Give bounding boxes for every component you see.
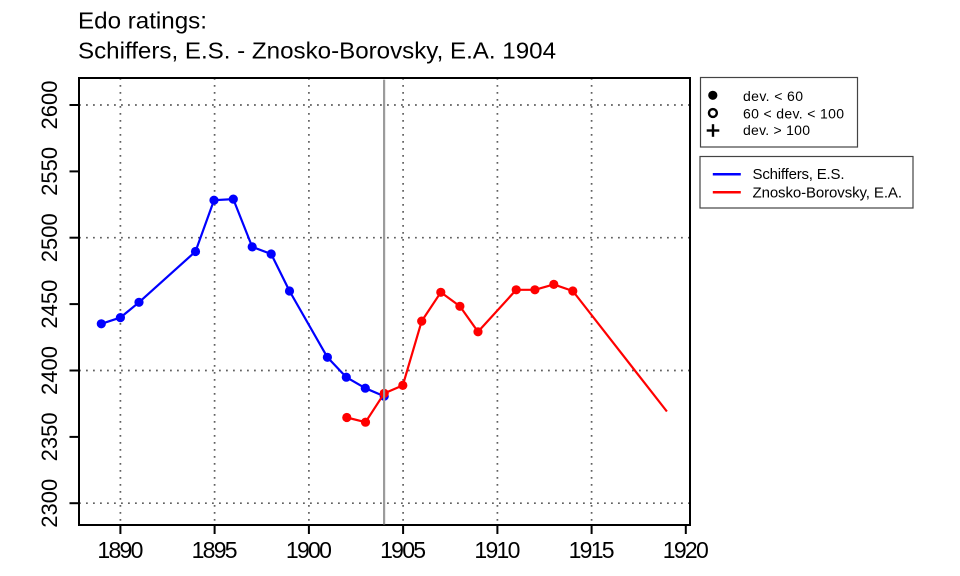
svg-text:2450: 2450	[37, 280, 62, 329]
svg-text:1910: 1910	[474, 537, 520, 563]
svg-text:Schiffers, E.S.: Schiffers, E.S.	[753, 166, 845, 183]
svg-text:1905: 1905	[380, 537, 426, 563]
svg-text:1900: 1900	[286, 537, 332, 563]
svg-text:1915: 1915	[569, 537, 615, 563]
svg-text:1890: 1890	[97, 537, 143, 563]
svg-text:2400: 2400	[37, 346, 62, 395]
svg-text:2350: 2350	[37, 412, 62, 461]
svg-text:Znosko-Borovsky, E.A.: Znosko-Borovsky, E.A.	[753, 184, 903, 201]
svg-text:dev. > 100: dev. > 100	[743, 122, 810, 138]
svg-text:1895: 1895	[192, 537, 238, 563]
svg-text:2550: 2550	[37, 147, 62, 196]
svg-text:2600: 2600	[37, 81, 62, 130]
svg-text:60 < dev. < 100: 60 < dev. < 100	[743, 106, 844, 122]
svg-text:2300: 2300	[37, 479, 62, 528]
svg-text:2500: 2500	[37, 213, 62, 262]
svg-text:Edo ratings:: Edo ratings:	[78, 7, 207, 33]
svg-text:1920: 1920	[663, 537, 709, 563]
svg-text:dev. < 60: dev. < 60	[743, 88, 803, 104]
svg-text:Schiffers, E.S. - Znosko-Borov: Schiffers, E.S. - Znosko-Borovsky, E.A. …	[78, 37, 556, 63]
